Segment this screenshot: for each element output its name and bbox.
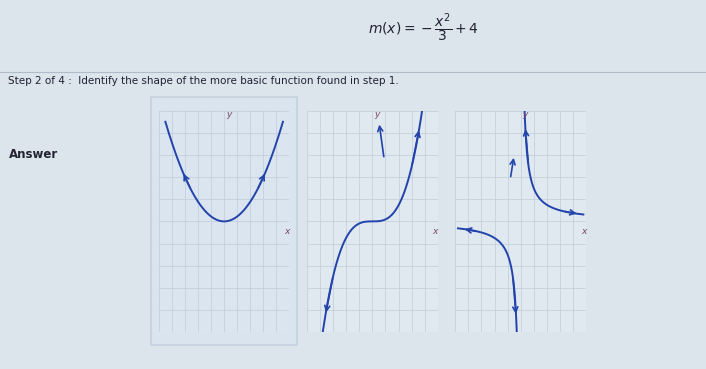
Text: $m(x) = -\dfrac{x^2}{3} + 4$: $m(x) = -\dfrac{x^2}{3} + 4$: [368, 11, 479, 44]
Text: x: x: [581, 227, 586, 235]
Text: y: y: [522, 110, 528, 119]
Text: y: y: [374, 110, 380, 119]
Text: Answer: Answer: [8, 148, 58, 161]
Text: Step 2 of 4 :  Identify the shape of the more basic function found in step 1.: Step 2 of 4 : Identify the shape of the …: [8, 76, 399, 86]
Text: x: x: [285, 227, 289, 235]
Text: x: x: [433, 227, 438, 235]
FancyBboxPatch shape: [151, 97, 297, 345]
Text: y: y: [226, 110, 232, 119]
